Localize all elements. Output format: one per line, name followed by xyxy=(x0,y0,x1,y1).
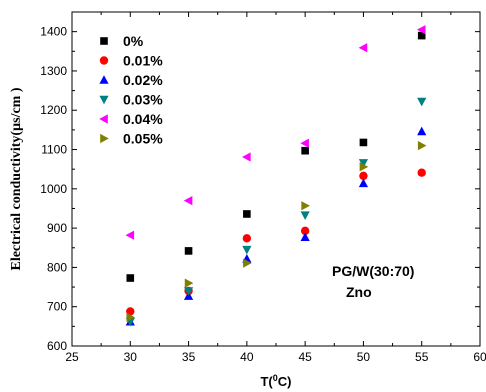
y-tick-label-600: 600 xyxy=(47,339,67,353)
data-point-s3-40 xyxy=(242,245,252,255)
legend-label-3: 0.03% xyxy=(123,92,163,108)
y-tick-label-900: 900 xyxy=(47,221,67,235)
data-point-s0-40 xyxy=(243,210,251,218)
y-tick-label-1000: 1000 xyxy=(40,182,67,196)
data-point-s1-55 xyxy=(417,168,426,177)
data-point-s1-50 xyxy=(359,171,368,181)
x-axis-title-superscript: 0 xyxy=(273,373,278,383)
series-5 xyxy=(126,141,427,322)
y-tick-label-800: 800 xyxy=(47,260,67,274)
data-point-s0-35 xyxy=(184,247,193,255)
data-point-s5-55 xyxy=(417,141,427,151)
series-1 xyxy=(126,168,426,316)
data-point-s4-40 xyxy=(242,152,251,162)
y-tick-label-1300: 1300 xyxy=(40,64,67,78)
legend-marker-5 xyxy=(100,133,109,144)
data-point-s5-50 xyxy=(359,162,369,172)
data-points xyxy=(125,25,427,327)
y-axis-title: Electrical conductivity(µs/cm ) xyxy=(9,87,24,270)
data-point-s1-45 xyxy=(300,226,310,236)
x-tick-label-35: 35 xyxy=(182,350,196,364)
legend-label-4: 0.04% xyxy=(123,111,163,127)
y-tick-label-1400: 1400 xyxy=(40,25,67,39)
x-axis-title-main: T( xyxy=(260,374,273,389)
legend-marker-3 xyxy=(99,95,109,105)
data-point-s2-50 xyxy=(358,178,369,188)
data-point-s3-50 xyxy=(358,159,369,168)
data-point-s4-35 xyxy=(183,196,193,206)
axis-ticks xyxy=(71,11,481,347)
x-axis-title: T(0C) xyxy=(260,373,291,389)
legend-marker-1 xyxy=(99,56,109,65)
legend-marker-0 xyxy=(100,37,108,45)
data-point-s4-55 xyxy=(416,25,426,35)
data-point-s5-30 xyxy=(126,312,136,322)
axis-tick-labels: 25 30 35 40 45 50 55 60 600 700 800 900 1000 1100 1200… xyxy=(40,25,486,364)
legend-label-0: 0% xyxy=(123,33,144,49)
x-tick-label-60: 60 xyxy=(473,350,486,364)
data-point-s4-50 xyxy=(358,43,368,53)
legend-label-1: 0.01% xyxy=(123,53,163,69)
y-tick-label-1100: 1100 xyxy=(41,143,67,157)
data-point-s5-45 xyxy=(301,201,310,211)
data-point-s0-30 xyxy=(126,274,135,282)
data-point-s5-40 xyxy=(243,258,252,268)
x-tick-label-45: 45 xyxy=(298,350,312,364)
series-4 xyxy=(125,25,426,240)
series-0 xyxy=(126,31,426,282)
series-3 xyxy=(125,97,427,327)
data-point-s2-55 xyxy=(417,126,427,136)
data-point-s0-55 xyxy=(417,31,426,40)
legend-marker-4 xyxy=(99,114,108,124)
series-2 xyxy=(125,126,427,326)
y-tick-label-1200: 1200 xyxy=(40,103,67,117)
data-point-s3-35 xyxy=(183,287,194,296)
data-point-s5-35 xyxy=(184,278,194,288)
x-tick-label-50: 50 xyxy=(357,350,371,364)
data-point-s3-55 xyxy=(417,97,427,107)
legend-label-5: 0.05% xyxy=(123,131,163,147)
annotation-additive: Zno xyxy=(346,284,372,300)
x-tick-label-25: 25 xyxy=(65,350,79,364)
x-tick-label-40: 40 xyxy=(240,350,254,364)
annotation-solvent: PG/W(30:70) xyxy=(332,263,414,279)
data-point-s0-45 xyxy=(301,146,309,155)
data-point-s1-30 xyxy=(126,307,135,316)
data-point-s3-45 xyxy=(300,211,310,220)
legend-marker-2 xyxy=(99,75,109,84)
x-tick-label-55: 55 xyxy=(415,350,429,364)
legend-label-2: 0.02% xyxy=(123,72,163,88)
y-tick-label-700: 700 xyxy=(47,300,67,314)
legend: 0% 0.01% 0.02% 0.03% 0.04% 0.05% xyxy=(99,33,163,147)
x-tick-label-30: 30 xyxy=(124,350,138,364)
data-point-s4-45 xyxy=(300,138,309,148)
data-point-s2-45 xyxy=(300,232,310,241)
data-point-s1-40 xyxy=(242,234,252,243)
x-axis-title-tail: C) xyxy=(278,374,292,389)
data-point-s4-30 xyxy=(125,230,135,240)
data-point-s0-50 xyxy=(359,138,368,147)
